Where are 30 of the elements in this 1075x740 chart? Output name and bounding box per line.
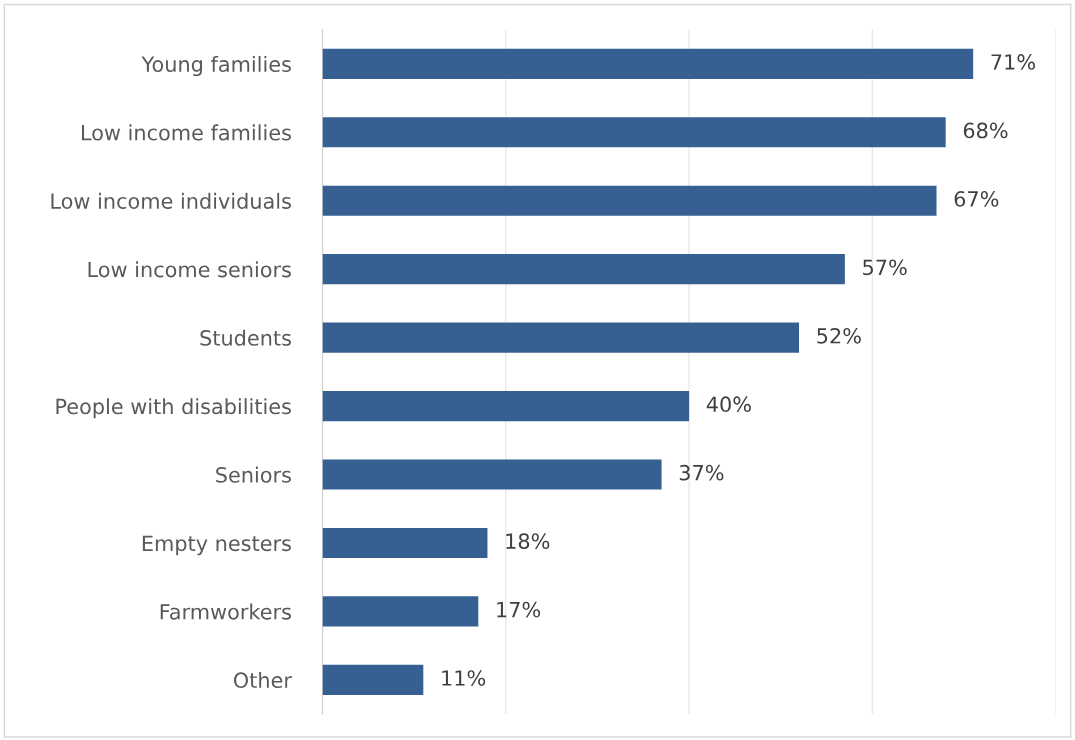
- y-tick-label: Students: [200, 329, 291, 346]
- data-label: 68%: [963, 122, 1008, 139]
- bar: [322, 664, 424, 695]
- bar: [322, 527, 488, 559]
- y-tick-label: Farmworkers: [160, 603, 291, 620]
- data-label: 40%: [706, 396, 751, 413]
- bar: [322, 254, 845, 285]
- bar: [322, 596, 479, 627]
- y-tick-label: Empty nesters: [142, 535, 291, 556]
- bar: [322, 391, 690, 422]
- y-tick-label: Low income seniors: [88, 261, 291, 278]
- y-tick-label: People with disabilities: [56, 398, 291, 419]
- bar: [322, 322, 800, 353]
- bar: [322, 117, 946, 148]
- data-label: 67%: [954, 191, 999, 207]
- data-label: 71%: [991, 54, 1035, 70]
- data-label: 11%: [442, 670, 486, 686]
- bar: [322, 185, 937, 216]
- data-label: 52%: [817, 327, 861, 344]
- data-label: 57%: [863, 259, 907, 276]
- y-tick-label: Other: [233, 671, 292, 689]
- data-label: 37%: [679, 464, 724, 481]
- y-tick-label: Seniors: [216, 466, 291, 483]
- data-label: 18%: [506, 533, 550, 550]
- bar: [322, 48, 974, 79]
- y-tick-label: Low income individuals: [51, 192, 291, 209]
- data-label: 17%: [497, 601, 541, 618]
- y-tick-label: Young families: [141, 55, 291, 77]
- bar: [322, 459, 662, 490]
- y-tick-label: Low income families: [81, 124, 291, 141]
